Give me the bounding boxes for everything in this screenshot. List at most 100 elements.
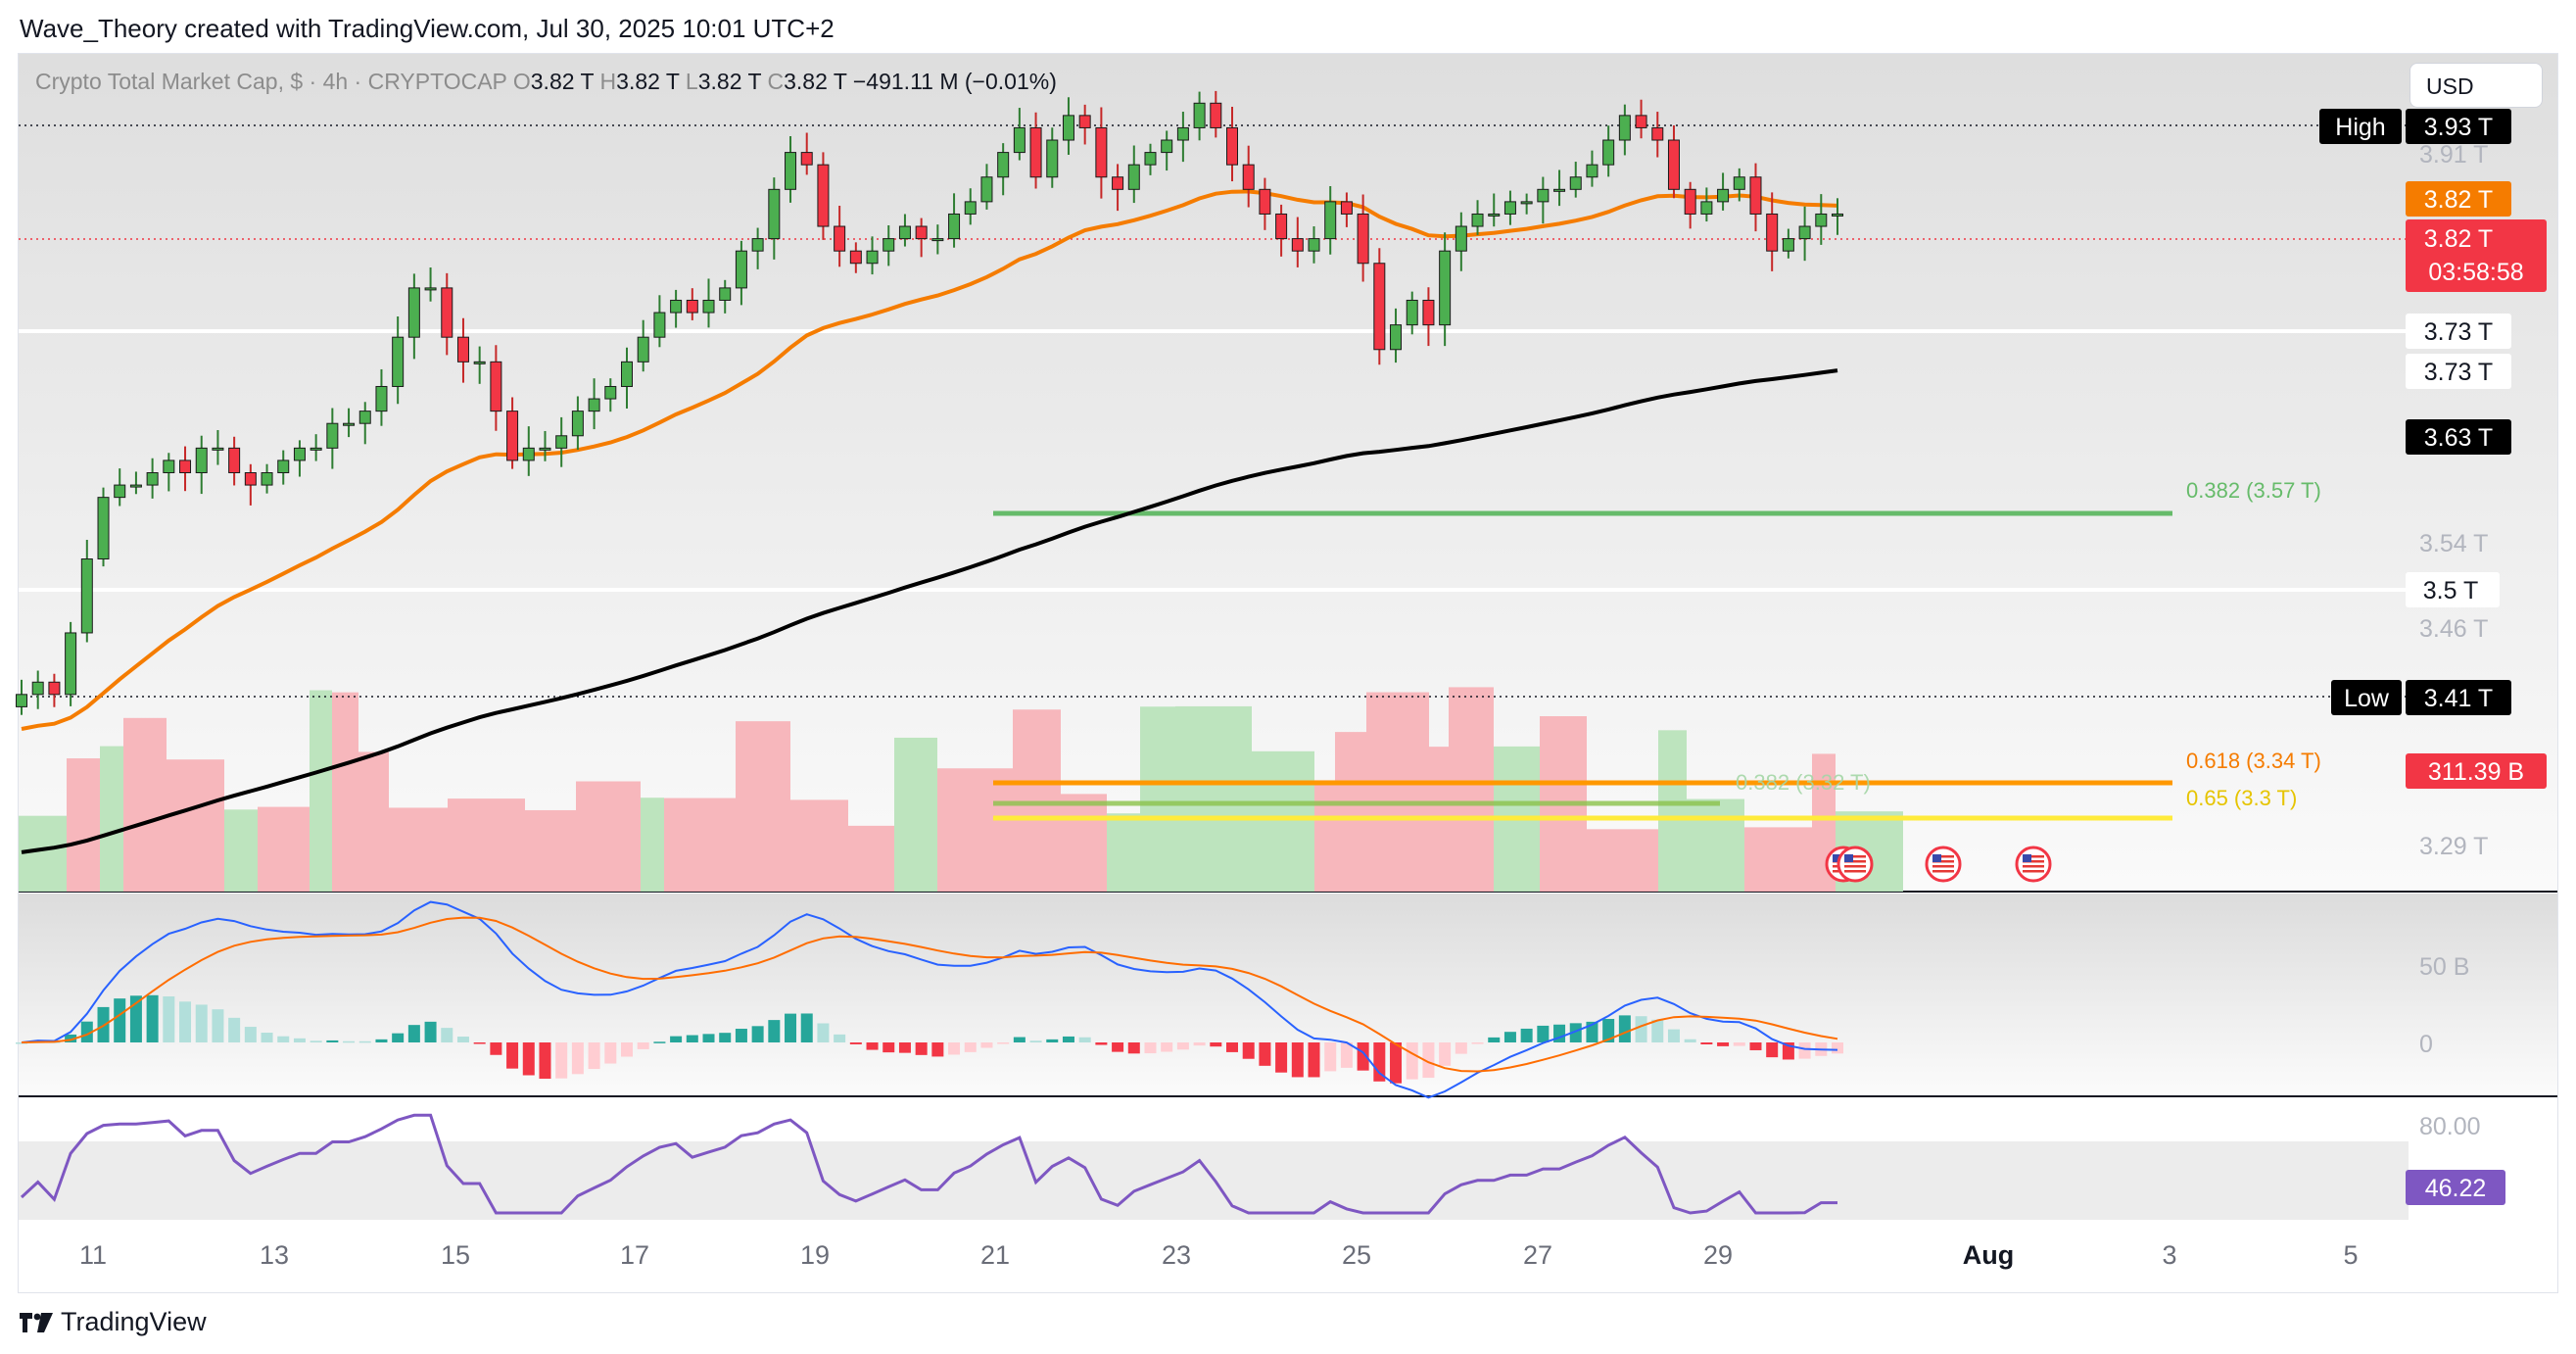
macd-histogram-bar xyxy=(1127,1042,1140,1054)
us-flag-icon[interactable] xyxy=(2015,846,2052,883)
macd-histogram-bar xyxy=(653,1041,666,1043)
candle xyxy=(948,193,961,248)
volume-bar xyxy=(258,806,310,892)
candle xyxy=(261,463,273,494)
candle xyxy=(964,188,977,225)
svg-text:3.93 T: 3.93 T xyxy=(2424,114,2493,141)
candle xyxy=(490,345,502,431)
high-label: H xyxy=(599,69,617,94)
candle-body xyxy=(195,447,208,473)
macd-histogram-bar xyxy=(637,1042,649,1049)
candle xyxy=(555,416,568,467)
candle xyxy=(931,224,944,255)
low-marker: Low 3.41 T xyxy=(2331,680,2511,715)
candle-body xyxy=(1471,213,1484,227)
flag-stripe xyxy=(1844,855,1866,858)
candle xyxy=(195,435,208,495)
candle-body xyxy=(1357,213,1369,265)
macd-indicator xyxy=(16,900,1843,1099)
macd-histogram-bar xyxy=(785,1013,797,1042)
candle xyxy=(1226,107,1238,182)
macd-histogram-bar xyxy=(392,1033,405,1042)
macd-histogram-bar xyxy=(931,1042,944,1057)
candle xyxy=(212,429,224,465)
time-axis[interactable]: 11 13 15 17 19 21 23 25 27 29 Aug 3 5 xyxy=(79,1240,2359,1270)
us-flag-icon[interactable] xyxy=(1837,846,1874,883)
candle-body xyxy=(1226,126,1238,166)
tradingview-logo[interactable]: TradingView xyxy=(20,1307,207,1337)
brand-name: TradingView xyxy=(61,1307,207,1336)
candle-body xyxy=(800,152,813,166)
macd-histogram-bar xyxy=(1618,1015,1631,1042)
candle-body xyxy=(212,447,224,451)
us-flag-icon[interactable] xyxy=(1925,846,1962,883)
candle xyxy=(1013,108,1026,161)
candle xyxy=(1798,206,1811,262)
volume-bar xyxy=(736,721,790,892)
candle-body xyxy=(473,361,486,364)
macd-histogram-bar xyxy=(719,1033,732,1042)
macd-histogram-bar xyxy=(1242,1042,1255,1059)
candle-body xyxy=(719,287,732,301)
volume-bar xyxy=(1366,692,1429,892)
candle-body xyxy=(1078,115,1091,128)
flag-stripe xyxy=(2023,870,2044,873)
flag-stripe xyxy=(1932,855,1954,858)
candle-body xyxy=(1618,115,1631,141)
volume-profile xyxy=(19,687,1903,892)
macd-tick: 50 B xyxy=(2419,953,2469,981)
candle xyxy=(424,266,437,302)
candle-body xyxy=(31,681,44,696)
time-axis-label: 11 xyxy=(79,1240,107,1270)
candle-body xyxy=(343,422,356,426)
candle xyxy=(1537,176,1550,224)
candle-body xyxy=(1700,201,1713,215)
candle xyxy=(1210,90,1222,138)
flag-canton xyxy=(1844,854,1853,862)
macd-histogram-bar xyxy=(1488,1037,1501,1042)
macd-histogram-bar xyxy=(834,1034,846,1042)
candle xyxy=(1324,185,1337,255)
candle xyxy=(735,240,747,306)
candle-body xyxy=(1602,139,1615,166)
candle-body xyxy=(1520,201,1533,205)
volume-bar xyxy=(1013,709,1061,892)
candle xyxy=(1176,112,1189,163)
volume-bar xyxy=(894,737,937,892)
candle xyxy=(1406,291,1418,335)
candle-body xyxy=(1635,115,1647,128)
macd-histogram-bar xyxy=(424,1021,437,1042)
macd-histogram-bar xyxy=(358,1040,371,1043)
time-axis-label: 13 xyxy=(260,1240,289,1270)
change-value: −491.11 M (−0.01%) xyxy=(852,69,1057,94)
candle-body xyxy=(1684,188,1696,215)
symbol-legend[interactable]: Crypto Total Market Cap, $ · 4h · CRYPTO… xyxy=(35,69,1057,95)
candle-body xyxy=(1291,238,1304,252)
svg-text:3.63 T: 3.63 T xyxy=(2424,424,2493,452)
volume-bar xyxy=(848,825,894,892)
svg-text:3.41 T: 3.41 T xyxy=(2424,685,2493,712)
candle xyxy=(16,679,27,715)
candle-body xyxy=(1176,126,1189,141)
candle xyxy=(1193,91,1206,141)
economic-events[interactable] xyxy=(1825,846,2052,883)
close-label: C xyxy=(767,69,785,94)
candle-body xyxy=(1569,176,1582,190)
macd-line xyxy=(21,900,1838,1099)
candle xyxy=(80,540,93,643)
macd-histogram-bar xyxy=(277,1036,290,1042)
macd-histogram-bar xyxy=(1455,1042,1467,1054)
currency-selector[interactable]: USD xyxy=(2409,63,2543,108)
low-label: L xyxy=(685,69,698,94)
candle-body xyxy=(702,299,715,314)
flag-stripe xyxy=(1844,865,1866,868)
candle-body xyxy=(915,225,928,240)
volume-bar xyxy=(1587,829,1658,892)
candle-body xyxy=(424,287,437,291)
macd-histogram-bar xyxy=(964,1042,977,1052)
candle xyxy=(1667,125,1680,199)
volume-bar xyxy=(310,690,332,892)
candle-body xyxy=(621,361,633,387)
candle xyxy=(1046,127,1059,188)
